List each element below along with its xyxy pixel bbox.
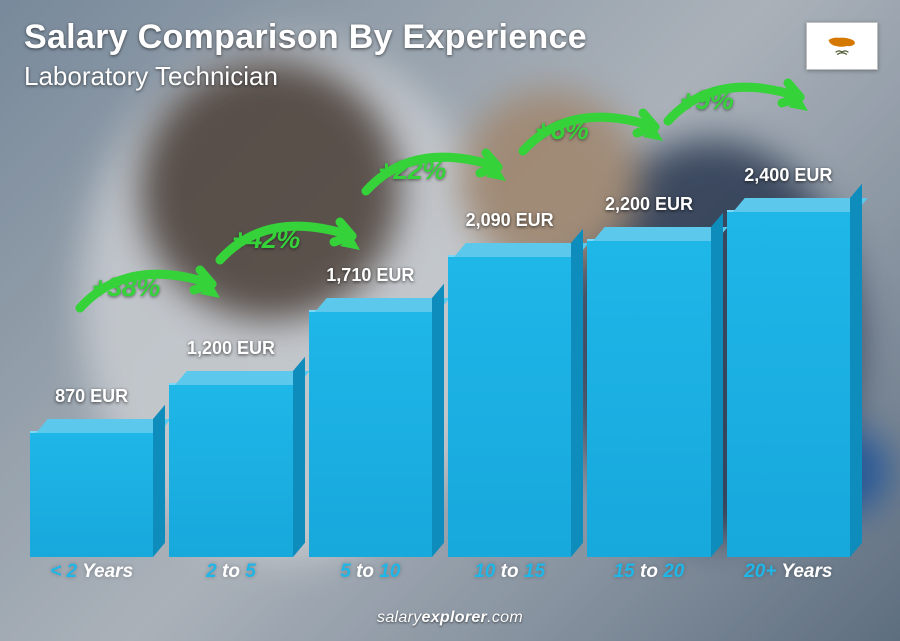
footer-brand: salaryexplorer.com <box>0 609 900 627</box>
bar-column: 2,200 EUR <box>587 239 710 557</box>
bar-value-label: 870 EUR <box>5 386 178 407</box>
bar <box>727 210 850 557</box>
bar <box>30 431 153 557</box>
bar-column: 2,400 EUR <box>727 210 850 557</box>
bar-column: 1,710 EUR <box>309 310 432 557</box>
x-tick-label: 15 to 20 <box>587 561 710 591</box>
x-tick-label: 5 to 10 <box>309 561 432 591</box>
bar <box>309 310 432 557</box>
percent-increase-label: +22% <box>378 155 446 186</box>
bar-value-label: 2,200 EUR <box>563 194 736 215</box>
x-tick-label: 2 to 5 <box>169 561 292 591</box>
header: Salary Comparison By Experience Laborato… <box>24 18 780 92</box>
bar-value-label: 2,400 EUR <box>702 165 875 186</box>
brand-part-a: salary <box>377 609 421 626</box>
bar-column: 1,200 EUR <box>169 383 292 557</box>
bar <box>169 383 292 557</box>
flag-icon <box>818 31 866 61</box>
bar-column: 2,090 EUR <box>448 255 571 557</box>
bar <box>448 255 571 557</box>
brand-suffix: .com <box>487 609 523 626</box>
salary-bar-chart: 870 EUR1,200 EUR1,710 EUR2,090 EUR2,200 … <box>30 210 850 557</box>
brand-part-b: explorer <box>422 609 488 626</box>
bar-column: 870 EUR <box>30 431 153 557</box>
bar-value-label: 1,710 EUR <box>284 265 457 286</box>
percent-increase-label: +9% <box>680 85 733 116</box>
x-axis: < 2 Years 2 to 5 5 to 10 10 to 15 15 to 20 20… <box>30 561 850 591</box>
page-subtitle: Laboratory Technician <box>24 61 780 92</box>
bar-value-label: 1,200 EUR <box>145 338 318 359</box>
x-tick-label: < 2 Years <box>30 561 153 591</box>
x-tick-label: 20+ Years <box>727 561 850 591</box>
bar <box>587 239 710 557</box>
percent-increase-label: +6% <box>535 115 588 146</box>
country-flag-cyprus <box>806 22 878 70</box>
page-title: Salary Comparison By Experience <box>24 18 780 57</box>
x-tick-label: 10 to 15 <box>448 561 571 591</box>
percent-increase-label: +38% <box>92 272 160 303</box>
percent-increase-label: +42% <box>232 224 300 255</box>
